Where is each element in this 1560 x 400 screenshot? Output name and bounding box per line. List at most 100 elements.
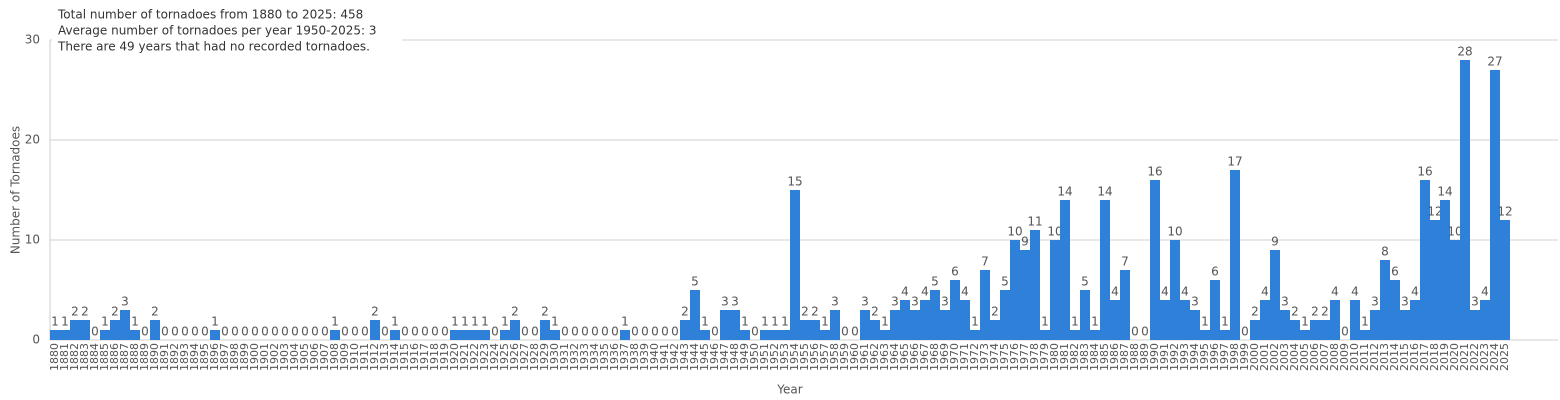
bar (1330, 300, 1340, 340)
x-tick-label: 1915 (398, 343, 411, 371)
bar (1220, 330, 1230, 340)
x-tick-label: 1891 (158, 343, 171, 371)
data-label: 0 (851, 325, 859, 339)
x-tick-label: 1897 (218, 343, 231, 371)
x-tick-label: 1964 (888, 343, 901, 371)
x-tick-label: 1955 (798, 343, 811, 371)
x-tick-label: 1952 (768, 343, 781, 371)
data-label: 0 (91, 325, 99, 339)
x-tick-label: 1971 (958, 343, 971, 371)
data-label: 2 (1251, 305, 1259, 319)
data-label: 3 (1191, 295, 1199, 309)
bar (1300, 330, 1310, 340)
bar (1070, 330, 1080, 340)
data-label: 1 (551, 315, 559, 329)
bar (1000, 290, 1010, 340)
x-tick-label: 1887 (118, 343, 131, 371)
data-label: 0 (591, 325, 599, 339)
bar (950, 280, 960, 340)
data-label: 4 (901, 285, 909, 299)
data-label: 1 (761, 315, 769, 329)
data-label: 0 (431, 325, 439, 339)
data-label: 2 (541, 305, 549, 319)
x-tick-label: 2023 (1478, 343, 1491, 371)
data-label: 4 (961, 285, 969, 299)
x-tick-label: 1938 (628, 343, 641, 371)
bar (110, 320, 120, 340)
bar (1420, 180, 1430, 340)
bar (510, 320, 520, 340)
data-label: 0 (221, 325, 229, 339)
x-tick-label: 1926 (508, 343, 521, 371)
bar (1310, 320, 1320, 340)
x-tick-label: 1914 (388, 343, 401, 371)
x-tick-label: 1900 (248, 343, 261, 371)
x-tick-label: 1881 (58, 343, 71, 371)
data-label: 0 (411, 325, 419, 339)
data-label: 2 (511, 305, 519, 319)
x-tick-label: 1973 (978, 343, 991, 371)
data-label: 1 (131, 315, 139, 329)
x-tick-label: 1963 (878, 343, 891, 371)
x-tick-label: 2025 (1498, 343, 1511, 371)
bar (1020, 250, 1030, 340)
data-label: 7 (1121, 255, 1129, 269)
data-label: 1 (1041, 315, 1049, 329)
data-label: 1 (391, 315, 399, 329)
bar (1060, 200, 1070, 340)
data-label: 3 (911, 295, 919, 309)
x-tick-label: 1901 (258, 343, 271, 371)
data-label: 10 (1167, 225, 1182, 239)
data-label: 1 (971, 315, 979, 329)
data-label: 1 (741, 315, 749, 329)
data-label: 0 (251, 325, 259, 339)
bar (970, 330, 980, 340)
data-label: 4 (1331, 285, 1339, 299)
bar (460, 330, 470, 340)
data-label: 1 (701, 315, 709, 329)
x-tick-label: 1930 (548, 343, 561, 371)
data-label: 0 (171, 325, 179, 339)
data-label: 0 (671, 325, 679, 339)
x-tick-label: 1969 (938, 343, 951, 371)
bar (920, 300, 930, 340)
bar (830, 310, 840, 340)
x-tick-label: 1890 (148, 343, 161, 371)
x-tick-label: 1939 (638, 343, 651, 371)
bar (550, 330, 560, 340)
x-tick-label: 1974 (988, 343, 1001, 371)
data-label: 0 (161, 325, 169, 339)
data-label: 0 (521, 325, 529, 339)
x-tick-label: 1984 (1088, 343, 1101, 371)
data-label: 0 (301, 325, 309, 339)
x-tick-label: 1947 (718, 343, 731, 371)
data-label: 4 (1351, 285, 1359, 299)
data-label: 14 (1437, 185, 1452, 199)
bar (1390, 280, 1400, 340)
bar (1010, 240, 1020, 340)
y-axis-title: Number of Tornadoes (9, 126, 23, 254)
x-tick-label: 1913 (378, 343, 391, 371)
data-label: 0 (311, 325, 319, 339)
data-label: 0 (401, 325, 409, 339)
data-label: 0 (1141, 325, 1149, 339)
bar (810, 320, 820, 340)
bar (1080, 290, 1090, 340)
data-label: 2 (811, 305, 819, 319)
x-tick-label: 1933 (578, 343, 591, 371)
x-tick-label: 1894 (188, 343, 201, 371)
data-label: 17 (1227, 155, 1242, 169)
x-tick-label: 1942 (668, 343, 681, 371)
data-label: 1 (451, 315, 459, 329)
bar (1270, 250, 1280, 340)
x-tick-label: 2019 (1438, 343, 1451, 371)
data-label: 2 (1291, 305, 1299, 319)
data-label: 28 (1457, 45, 1472, 59)
y-tick-label: 0 (32, 333, 40, 347)
x-tick-label: 1953 (778, 343, 791, 371)
x-tick-label: 1991 (1158, 343, 1171, 371)
x-tick-label: 1919 (438, 343, 451, 371)
bar (820, 330, 830, 340)
data-label: 3 (1281, 295, 1289, 309)
